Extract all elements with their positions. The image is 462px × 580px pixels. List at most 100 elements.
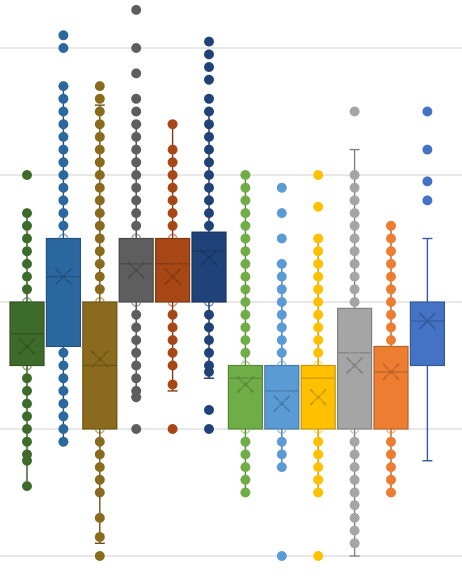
data-point [349, 335, 360, 346]
series-group [264, 182, 300, 561]
data-point [349, 220, 360, 231]
data-point [94, 233, 105, 244]
data-point [385, 474, 396, 485]
data-point [204, 182, 215, 193]
data-point [94, 322, 105, 333]
data-point [58, 296, 69, 307]
data-point [58, 360, 69, 371]
data-point [131, 4, 142, 15]
data-point [131, 322, 142, 333]
data-point [167, 157, 178, 168]
data-point [94, 119, 105, 130]
data-point [94, 208, 105, 219]
data-point [21, 360, 32, 371]
data-point [94, 271, 105, 282]
data-point [131, 106, 142, 117]
data-point [94, 398, 105, 409]
plot-area [9, 4, 445, 561]
data-point [313, 258, 324, 269]
data-point [349, 208, 360, 219]
data-point [58, 131, 69, 142]
data-point [204, 157, 215, 168]
data-point [58, 373, 69, 384]
data-point [167, 284, 178, 295]
data-point [167, 423, 178, 434]
mean-marker [382, 363, 400, 381]
data-point [131, 309, 142, 320]
data-point [385, 462, 396, 473]
data-point [240, 347, 251, 358]
mean-marker [18, 337, 36, 356]
data-point [276, 411, 287, 422]
data-point [58, 157, 69, 168]
series-group [82, 81, 118, 561]
data-point [58, 411, 69, 422]
data-point [58, 385, 69, 396]
data-point [58, 436, 69, 447]
data-point [21, 373, 32, 384]
data-point [349, 322, 360, 333]
data-point [204, 233, 215, 244]
data-point [385, 449, 396, 460]
data-point [313, 398, 324, 409]
data-point [94, 360, 105, 371]
mean-marker [346, 356, 364, 375]
data-point [349, 385, 360, 396]
data-point [21, 398, 32, 409]
data-point [349, 525, 360, 536]
data-point [313, 347, 324, 358]
data-point [385, 373, 396, 384]
data-point [204, 170, 215, 181]
mean-marker [418, 312, 436, 330]
data-point [240, 436, 251, 447]
data-point [240, 284, 251, 295]
data-point [349, 106, 360, 117]
data-point [58, 398, 69, 409]
data-point [204, 195, 215, 206]
data-point [58, 42, 69, 53]
data-point [167, 119, 178, 130]
data-point [58, 119, 69, 130]
data-point [313, 309, 324, 320]
series-group [227, 170, 263, 498]
data-point [349, 296, 360, 307]
data-point [349, 462, 360, 473]
data-point [204, 119, 215, 130]
data-point [349, 373, 360, 384]
data-point [94, 246, 105, 257]
data-point [204, 220, 215, 231]
data-point [313, 411, 324, 422]
data-point [167, 144, 178, 155]
data-point [58, 335, 69, 346]
data-point [167, 335, 178, 346]
data-point [21, 271, 32, 282]
data-point [240, 373, 251, 384]
data-point [204, 74, 215, 85]
data-point [94, 411, 105, 422]
data-point [240, 385, 251, 396]
data-point [204, 131, 215, 142]
data-point [349, 233, 360, 244]
data-point [276, 233, 287, 244]
data-point [94, 170, 105, 181]
series-group [45, 30, 82, 447]
data-point [21, 481, 32, 492]
data-point [313, 436, 324, 447]
data-point [94, 487, 105, 498]
data-point [276, 347, 287, 358]
data-point [349, 195, 360, 206]
data-point [21, 423, 32, 434]
data-point [131, 131, 142, 142]
data-point [385, 309, 396, 320]
box [191, 231, 227, 303]
data-point [94, 93, 105, 104]
mean-marker [309, 388, 327, 406]
data-point [276, 335, 287, 346]
data-point [276, 182, 287, 193]
data-point [204, 106, 215, 117]
data-point [385, 398, 396, 409]
data-point [313, 462, 324, 473]
series-group [409, 106, 445, 462]
data-point [94, 131, 105, 142]
data-point [131, 182, 142, 193]
